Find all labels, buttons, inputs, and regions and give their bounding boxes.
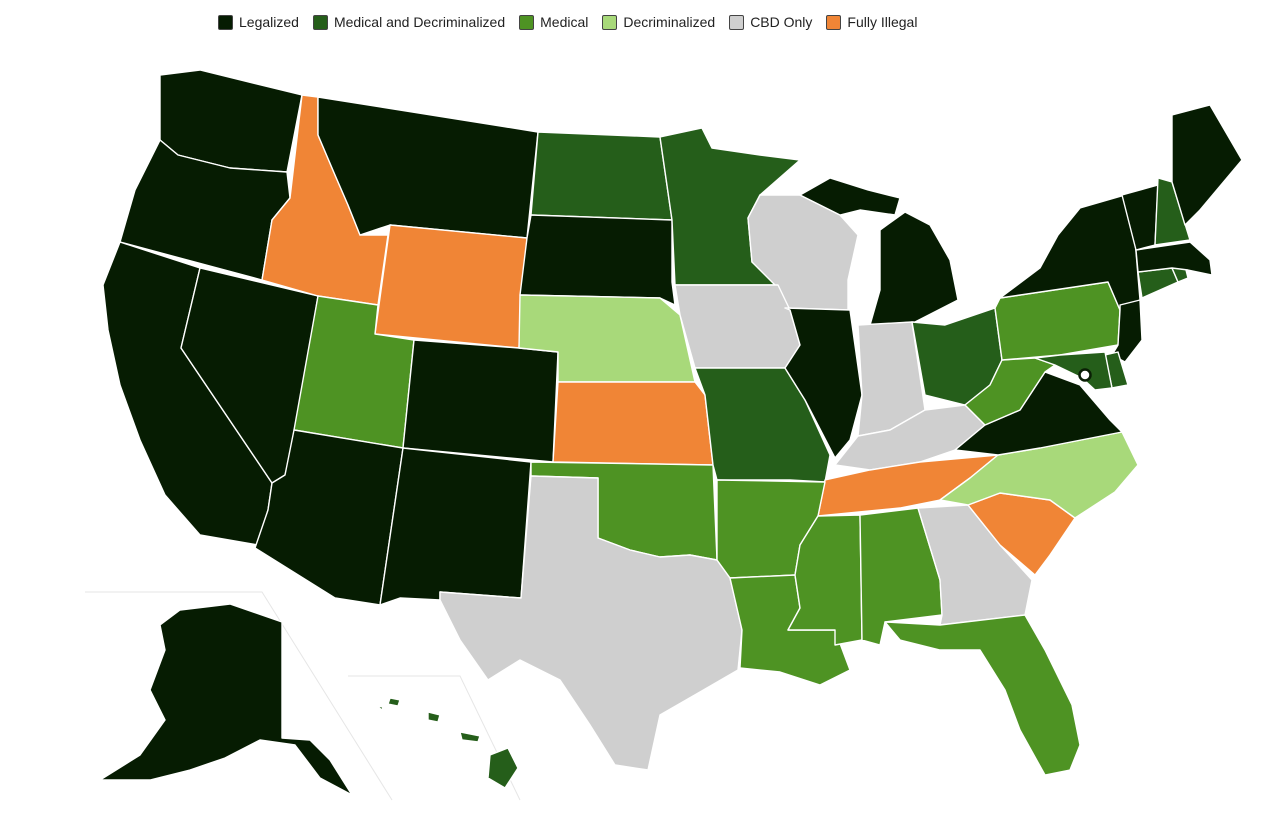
state-wyoming[interactable] xyxy=(374,224,528,349)
state-north-dakota[interactable] xyxy=(530,131,673,221)
state-massachusetts[interactable] xyxy=(1135,241,1213,276)
legend-label-legalized: Legalized xyxy=(239,14,299,30)
state-new-hampshire[interactable] xyxy=(1154,177,1191,246)
legend-swatch-cbd-only xyxy=(729,14,745,30)
legend-item-decriminalized[interactable]: Decriminalized xyxy=(602,14,715,30)
legend-swatch-medical xyxy=(519,14,535,30)
state-michigan-upper-peninsula[interactable] xyxy=(799,177,901,216)
legend-item-fully-illegal[interactable]: Fully Illegal xyxy=(826,14,917,30)
map-legend: Legalized Medical and Decriminalized Med… xyxy=(218,14,931,30)
washington-dc-marker[interactable] xyxy=(1078,368,1092,382)
legend-label-fully-illegal: Fully Illegal xyxy=(847,14,918,30)
legend-swatch-legalized xyxy=(218,14,233,30)
state-iowa[interactable] xyxy=(674,284,801,369)
state-maine[interactable] xyxy=(1171,104,1243,226)
state-mississippi[interactable] xyxy=(787,514,863,646)
state-michigan[interactable] xyxy=(869,211,959,326)
legend-swatch-medical-and-decriminalized xyxy=(312,14,328,30)
state-maryland[interactable] xyxy=(1034,351,1113,391)
state-connecticut[interactable] xyxy=(1137,267,1179,299)
state-alaska[interactable] xyxy=(99,603,353,796)
state-south-dakota[interactable] xyxy=(519,214,676,306)
state-hawaii[interactable] xyxy=(376,697,519,789)
state-colorado[interactable] xyxy=(402,339,559,463)
legend-item-legalized[interactable]: Legalized xyxy=(218,14,299,30)
alaska-inset-frame xyxy=(85,591,393,801)
legend-item-medical-and-decriminalized[interactable]: Medical and Decriminalized xyxy=(312,14,506,30)
state-texas[interactable] xyxy=(439,475,743,771)
legend-label-cbd-only: CBD Only xyxy=(750,14,813,30)
state-florida[interactable] xyxy=(884,614,1081,776)
state-wisconsin[interactable] xyxy=(747,194,859,311)
state-north-carolina[interactable] xyxy=(939,431,1139,519)
legend-label-decriminalized: Decriminalized xyxy=(623,14,716,30)
legend-label-medical: Medical xyxy=(540,14,589,30)
legend-swatch-fully-illegal xyxy=(826,14,842,30)
legend-item-medical[interactable]: Medical xyxy=(519,14,588,30)
legend-label-medical-and-decriminalized: Medical and Decriminalized xyxy=(333,14,506,30)
state-new-mexico[interactable] xyxy=(379,447,532,606)
state-kansas[interactable] xyxy=(552,381,714,466)
state-illinois[interactable] xyxy=(784,307,863,459)
legend-item-cbd-only[interactable]: CBD Only xyxy=(729,14,812,30)
legend-swatch-decriminalized xyxy=(602,14,618,30)
